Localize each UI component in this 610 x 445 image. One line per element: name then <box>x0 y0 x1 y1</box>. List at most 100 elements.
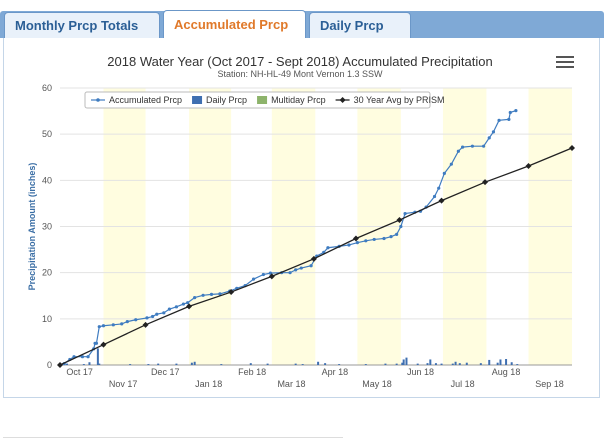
accumulated-prcp-point <box>181 302 186 306</box>
accumulated-prcp-point <box>456 149 460 153</box>
accumulated-prcp-point <box>403 211 407 216</box>
accumulated-prcp-point <box>437 186 441 190</box>
chart-subtitle: Station: NH-HL-49 Mont Vernon 1.3 SSW <box>217 69 383 79</box>
y-tick-label: 10 <box>42 314 52 324</box>
accumulated-prcp-point <box>514 109 518 113</box>
daily-prcp-bar <box>98 363 101 365</box>
avg-prism-marker <box>569 145 575 152</box>
accumulated-prcp-point <box>508 110 512 115</box>
accumulated-prcp-point <box>150 314 155 319</box>
accumulated-prcp-point <box>355 241 359 245</box>
accumulated-prcp-point <box>460 145 465 149</box>
accumulated-prcp-point <box>399 224 403 229</box>
y-tick-label: 20 <box>42 268 52 278</box>
chart-menu-icon[interactable] <box>556 56 574 70</box>
legend-label: Multiday Prcp <box>271 95 326 105</box>
daily-prcp-bar <box>364 364 367 365</box>
accumulated-prcp-point <box>86 355 90 359</box>
daily-prcp-bar <box>324 363 327 365</box>
accumulated-prcp-point <box>193 295 197 300</box>
accumulated-prcp-point <box>507 117 511 121</box>
daily-prcp-bar <box>190 362 193 365</box>
accumulated-prcp-point <box>372 237 376 242</box>
daily-prcp-bar <box>505 358 508 365</box>
accumulated-prcp-point <box>449 162 453 166</box>
accumulated-prcp-point <box>347 243 351 247</box>
x-tick-label: Jun 18 <box>407 367 434 377</box>
accumulated-prcp-point <box>145 316 149 320</box>
daily-prcp-bar <box>157 363 160 365</box>
accumulated-prcp-point <box>395 232 399 236</box>
accumulated-prcp-point <box>162 311 166 315</box>
y-axis-title: Precipitation Amount (inches) <box>27 163 37 291</box>
daily-prcp-bar <box>88 362 91 365</box>
x-tick-label: Mar 18 <box>277 379 305 389</box>
daily-prcp-bar <box>454 361 457 365</box>
accumulated-prcp-point <box>134 318 138 322</box>
daily-prcp-bar <box>499 359 502 365</box>
y-tick-label: 30 <box>42 222 52 232</box>
accumulated-prcp-point <box>201 293 205 297</box>
accumulated-prcp-point <box>482 144 486 148</box>
accumulated-prcp-point <box>497 118 501 122</box>
tab-daily-prcp[interactable]: Daily Prcp Chart <box>309 12 411 59</box>
legend-daily-icon <box>192 96 203 104</box>
y-tick-label: 0 <box>47 360 52 370</box>
daily-prcp-bar <box>96 348 99 365</box>
accumulated-prcp-point <box>432 194 437 199</box>
accumulated-prcp-point <box>125 320 129 324</box>
accumulated-prcp-point <box>288 271 292 275</box>
x-tick-label: Apr 18 <box>322 367 349 377</box>
x-tick-label: May 18 <box>362 379 392 389</box>
daily-prcp-bar <box>249 363 252 365</box>
legend-accum-dot <box>96 98 100 102</box>
accumulated-prcp-point <box>209 292 214 296</box>
avg-prism-marker <box>57 362 63 368</box>
accumulated-prcp-point <box>120 322 124 326</box>
x-tick-label: Dec 17 <box>151 367 180 377</box>
daily-prcp-bar <box>416 363 419 365</box>
avg-prism-marker <box>100 341 107 348</box>
accumulated-prcp-point <box>94 341 99 345</box>
daily-prcp-bar <box>426 363 429 365</box>
daily-prcp-bar <box>496 362 499 365</box>
divider <box>3 437 343 438</box>
accumulated-prcp-point <box>101 324 106 328</box>
accumulated-prcp-point <box>309 264 313 268</box>
x-tick-label: Aug 18 <box>492 367 521 377</box>
daily-prcp-bar <box>220 364 223 365</box>
accumulated-prcp-point <box>382 236 386 241</box>
accumulated-prcp-point <box>251 277 256 281</box>
accumulated-prcp-point <box>487 136 491 140</box>
daily-prcp-bar <box>266 363 269 365</box>
daily-prcp-bar <box>66 363 69 365</box>
accumulated-prcp-point <box>174 305 179 309</box>
chart-title: 2018 Water Year (Oct 2017 - Sept 2018) A… <box>107 54 493 69</box>
legend-label: 30 Year Avg by PRISM <box>354 95 445 105</box>
y-tick-label: 60 <box>42 83 52 93</box>
avg-prism-marker <box>310 255 317 262</box>
daily-prcp-bar <box>429 359 432 365</box>
daily-prcp-bar <box>147 364 150 365</box>
avg-prism-marker <box>228 289 235 296</box>
avg-prism-marker <box>268 273 275 280</box>
daily-prcp-bar <box>301 364 304 365</box>
accumulated-prcp-point <box>167 307 172 311</box>
daily-prcp-bar <box>129 364 132 365</box>
avg-prism-marker <box>482 179 489 186</box>
avg-prism-marker <box>396 217 403 224</box>
x-tick-label: Sep 18 <box>535 379 564 389</box>
accumulated-prcp-point <box>389 235 393 239</box>
avg-prism-marker <box>186 303 193 310</box>
avg-prism-marker <box>352 235 359 242</box>
daily-prcp-bar <box>175 363 178 365</box>
daily-prcp-bar <box>405 357 408 365</box>
daily-prcp-bar <box>516 364 519 365</box>
accumulated-prcp-point <box>186 301 190 305</box>
daily-prcp-bar <box>458 363 461 365</box>
daily-prcp-bar <box>401 362 404 365</box>
accumulated-prcp-point <box>97 325 101 329</box>
daily-prcp-bar <box>402 359 405 365</box>
avg-prism-marker <box>525 163 532 170</box>
